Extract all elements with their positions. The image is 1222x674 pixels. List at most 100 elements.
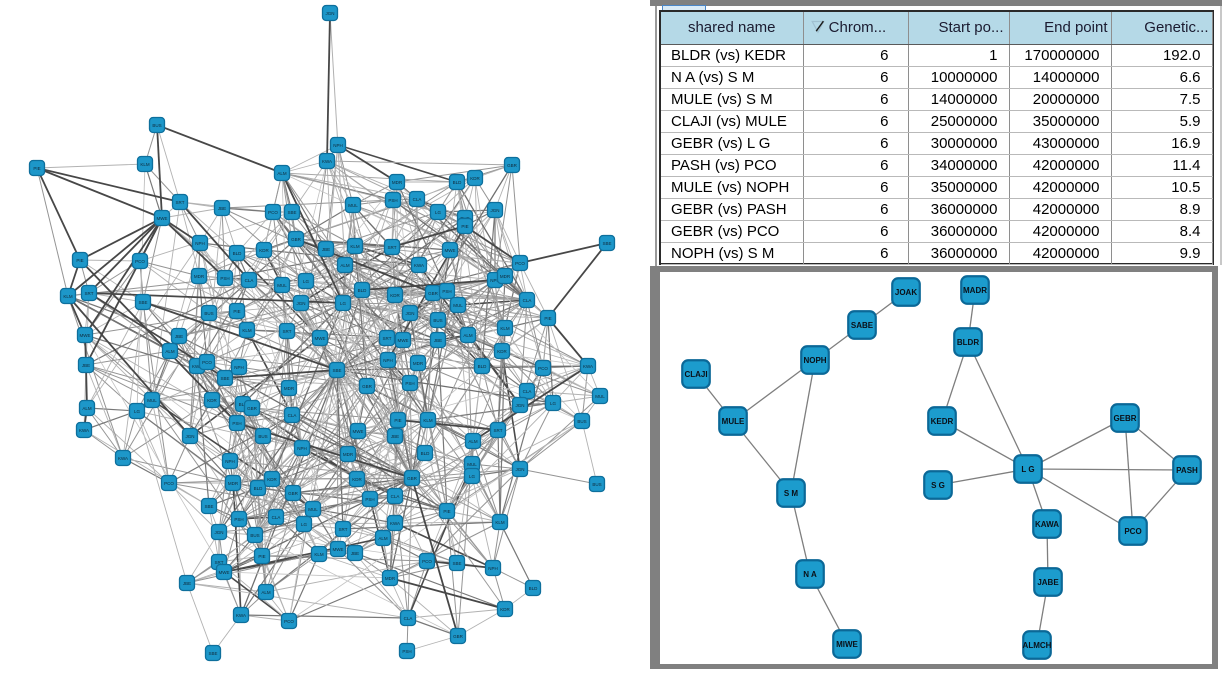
svg-text:NPH: NPH [488,566,498,571]
svg-text:ALM: ALM [277,171,287,176]
svg-text:NPH: NPH [490,278,500,283]
svg-text:N A: N A [803,570,817,579]
svg-text:PCO: PCO [515,261,525,266]
svg-text:PIE: PIE [76,258,83,263]
svg-text:KWA: KWA [236,613,246,618]
svg-text:PCO: PCO [268,210,278,215]
svg-text:JBE: JBE [183,581,191,586]
svg-text:BLD: BLD [529,586,539,591]
svg-text:SRT: SRT [215,560,224,565]
svg-text:MWE: MWE [80,333,91,338]
svg-text:BUS: BUS [152,123,161,128]
svg-text:JGN: JGN [186,434,195,439]
svg-text:GBR: GBR [453,634,464,639]
svg-text:MDR: MDR [343,452,354,457]
svg-text:NPH: NPH [234,365,244,370]
svg-text:KLM: KLM [350,244,360,249]
svg-text:KLM: KLM [495,520,505,525]
svg-text:SBE: SBE [452,561,461,566]
svg-text:PIE: PIE [258,554,265,559]
svg-text:SRT: SRT [176,200,185,205]
svg-text:KWA: KWA [583,364,593,369]
svg-text:ALM: ALM [82,406,92,411]
svg-text:LG: LG [301,522,308,527]
svg-text:GBR: GBR [407,476,418,481]
svg-text:LG: LG [550,401,557,406]
svg-text:KAWA: KAWA [1035,520,1059,529]
svg-text:JBE: JBE [175,334,183,339]
svg-text:ALMCH: ALMCH [1023,641,1052,650]
svg-text:SRT: SRT [339,527,348,532]
svg-text:NPH: NPH [195,241,205,246]
svg-text:MWE: MWE [157,216,168,221]
svg-text:MWE: MWE [333,547,344,552]
svg-text:GBR: GBR [428,291,439,296]
svg-text:SBE: SBE [220,376,229,381]
svg-text:ALM: ALM [261,590,271,595]
svg-text:CLA: CLA [272,515,281,520]
svg-text:MUL: MUL [595,394,605,399]
svg-text:ALM: ALM [378,536,388,541]
svg-text:BLD: BLD [254,486,264,491]
svg-text:PIE: PIE [394,418,401,423]
svg-text:NPH: NPH [333,143,343,148]
svg-text:SRT: SRT [283,329,292,334]
svg-text:KDR: KDR [267,477,277,482]
svg-text:JOAK: JOAK [895,288,917,297]
svg-text:ALM: ALM [340,263,350,268]
svg-text:MULE: MULE [722,417,745,426]
svg-text:LG: LG [134,409,141,414]
svg-text:MADR: MADR [963,286,987,295]
svg-text:LG: LG [340,301,347,306]
svg-text:PSH: PSH [388,198,397,203]
svg-text:MIWE: MIWE [836,640,858,649]
svg-text:PCO: PCO [202,360,212,365]
svg-text:PCO: PCO [538,366,548,371]
svg-text:SBE: SBE [208,651,217,656]
svg-text:GBR: GBR [291,237,302,242]
svg-text:KDR: KDR [259,248,269,253]
svg-text:PCO: PCO [284,619,294,624]
svg-text:MDR: MDR [284,386,295,391]
svg-text:SBE: SBE [332,368,341,373]
svg-text:KWA: KWA [390,521,400,526]
svg-text:PASH: PASH [1176,466,1198,475]
svg-text:LG: LG [469,474,476,479]
svg-text:PCO: PCO [164,481,174,486]
svg-text:PCO: PCO [1124,527,1141,536]
svg-text:BUS: BUS [204,311,213,316]
svg-text:MUL: MUL [467,462,477,467]
svg-text:JBE: JBE [82,363,90,368]
svg-text:CLA: CLA [404,616,413,621]
svg-text:PSH: PSH [234,517,243,522]
svg-text:MDR: MDR [385,576,396,581]
svg-text:JBE: JBE [391,434,399,439]
svg-text:KLM: KLM [242,328,252,333]
svg-text:MUL: MUL [453,303,463,308]
svg-text:PSH: PSH [365,497,374,502]
svg-text:SBE: SBE [287,210,296,215]
svg-text:PSH: PSH [232,421,241,426]
svg-text:SBE: SBE [204,504,213,509]
svg-text:L G: L G [1021,465,1034,474]
svg-text:CLA: CLA [288,413,297,418]
svg-text:KLM: KLM [140,162,150,167]
svg-text:BLD: BLD [478,364,488,369]
svg-text:PSH: PSH [220,276,229,281]
svg-text:MWE: MWE [353,429,364,434]
svg-text:PIE: PIE [461,224,468,229]
svg-text:NPH: NPH [297,446,307,451]
svg-text:KDR: KDR [207,398,217,403]
svg-text:KDR: KDR [390,293,400,298]
svg-text:MWE: MWE [219,570,230,575]
svg-text:JGN: JGN [491,208,500,213]
svg-text:KWA: KWA [79,428,89,433]
svg-text:BLD: BLD [453,180,463,185]
svg-text:PIE: PIE [33,166,40,171]
svg-text:KDR: KDR [470,176,480,181]
svg-text:KDR: KDR [500,607,510,612]
svg-text:S M: S M [784,489,799,498]
svg-text:KLM: KLM [63,294,73,299]
svg-text:SRT: SRT [494,428,503,433]
svg-text:BUS: BUS [577,419,586,424]
